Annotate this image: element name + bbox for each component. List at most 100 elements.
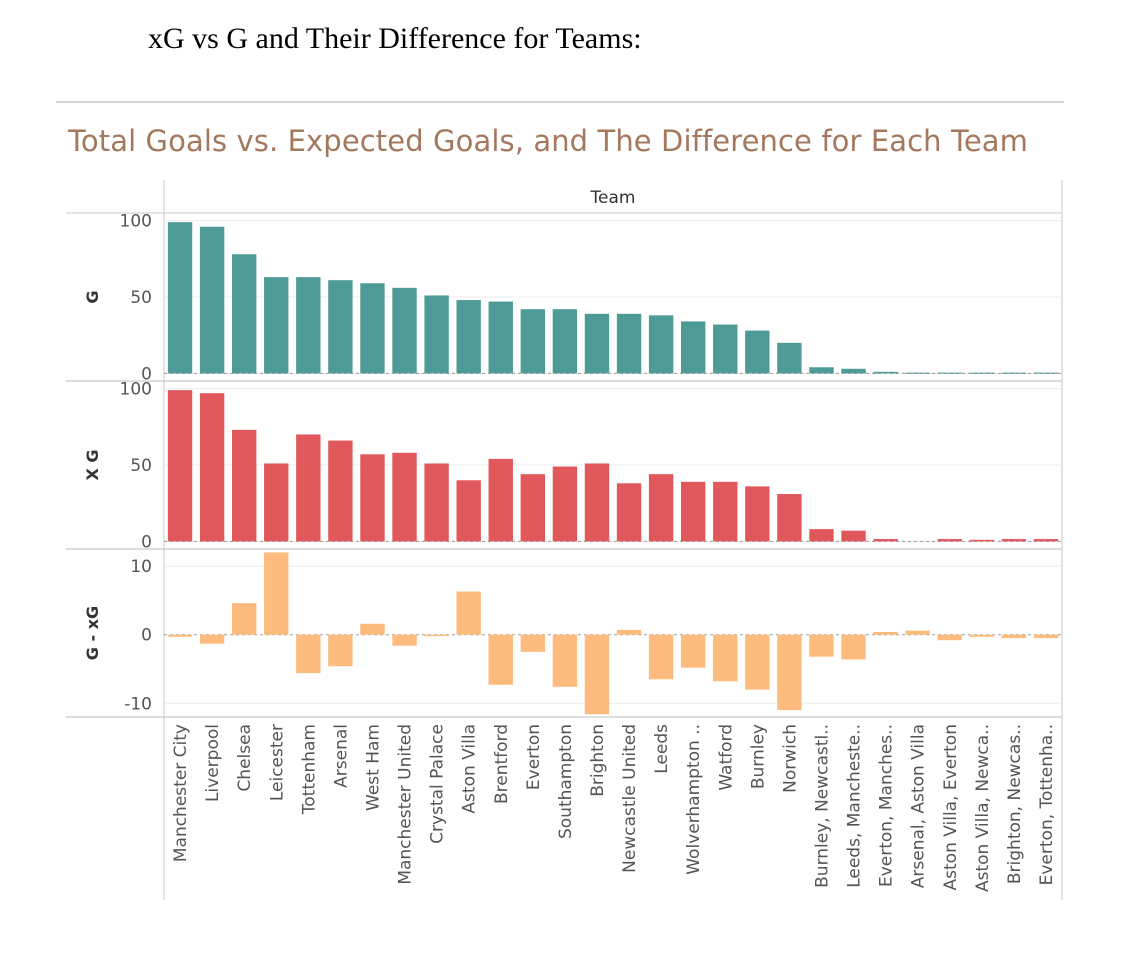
bar (584, 634, 610, 715)
bar (360, 283, 385, 374)
bar (520, 474, 546, 542)
bar (520, 309, 546, 374)
bar (648, 315, 674, 374)
panel-3: -10 0 10 G - xG (66, 552, 1062, 718)
bar (199, 393, 225, 542)
x-axis-labels: Manchester City Liverpool Chelsea Leicester… (171, 724, 1057, 892)
bar (841, 634, 866, 660)
bar (809, 634, 834, 657)
bar (456, 300, 481, 374)
column-header: Team (590, 188, 636, 208)
bar (264, 463, 289, 542)
y-tick-label: 50 (130, 456, 152, 476)
bar (552, 634, 578, 687)
x-tick-label: Wolverhampton .. (684, 724, 704, 875)
x-tick-label: Chelsea (235, 724, 255, 792)
bar (1033, 539, 1059, 542)
bar (456, 480, 481, 542)
bar (360, 623, 385, 635)
x-tick-label: Aston Villa (460, 724, 480, 814)
bar (552, 466, 578, 542)
bar (424, 295, 449, 374)
bar (713, 324, 738, 374)
x-tick-label: Liverpool (203, 724, 223, 802)
y-tick-label: 100 (120, 380, 152, 400)
chart-panels: 0 50 100 G 0 50 100 X G -10 0 10 G - xG (66, 212, 1062, 718)
x-tick-label: Burnley, Newcastl.. (812, 724, 832, 888)
bar (584, 463, 610, 542)
bar (713, 634, 738, 682)
bar (873, 539, 898, 542)
bar (648, 474, 674, 542)
bar (1001, 634, 1027, 639)
bar (841, 368, 866, 374)
bar (969, 539, 995, 542)
divider-line (56, 101, 1064, 103)
bar (648, 634, 674, 680)
bar (1033, 634, 1059, 639)
x-tick-label: Brentford (492, 724, 512, 804)
y-tick-label: 10 (130, 557, 152, 577)
bar (616, 483, 642, 542)
bar (231, 429, 257, 542)
bar (1001, 372, 1027, 374)
bar (969, 372, 995, 374)
x-tick-label: Manchester City (171, 724, 191, 862)
bar (231, 254, 257, 374)
bar (616, 313, 642, 374)
bar (584, 313, 610, 374)
y-tick-label: 50 (130, 288, 152, 308)
bar (231, 603, 257, 635)
y-tick-label: 0 (141, 626, 152, 646)
x-tick-label: Everton, Tottenha.. (1037, 724, 1057, 885)
bar (873, 631, 898, 635)
x-tick-label: Manchester United (396, 724, 416, 885)
bar (841, 530, 866, 542)
x-tick-label: Watford (716, 724, 736, 791)
bar (360, 454, 385, 542)
x-tick-label: Burnley (748, 724, 768, 789)
bar (167, 634, 193, 637)
bar (937, 372, 962, 374)
bar (392, 452, 417, 542)
bar (488, 458, 513, 542)
bar (745, 330, 770, 374)
bar (937, 634, 962, 641)
x-tick-label: Leeds, Mancheste.. (845, 724, 865, 888)
bar (328, 280, 353, 374)
x-tick-label: Aston Villa, Newca.. (973, 724, 993, 892)
bar (264, 277, 289, 374)
x-tick-label: Crystal Palace (428, 724, 448, 844)
y-axis-title: G (83, 290, 102, 303)
y-tick-label: 100 (120, 212, 152, 232)
panel-1: 0 50 100 G (66, 212, 1062, 384)
chart-frame (66, 180, 1063, 900)
bar (873, 371, 898, 374)
bar (456, 591, 481, 635)
bar (809, 529, 834, 542)
bar (680, 481, 706, 542)
bar (745, 634, 770, 690)
panel-2: 0 50 100 X G (66, 380, 1062, 552)
bar (392, 634, 417, 646)
bar (905, 630, 930, 635)
bar (328, 440, 353, 542)
bar (1033, 372, 1059, 374)
bar (264, 552, 289, 635)
y-tick-label: -10 (124, 694, 152, 714)
bar (328, 634, 353, 667)
y-axis-title: X G (83, 449, 102, 480)
bar (167, 390, 193, 542)
x-tick-label: Tottenham (299, 724, 319, 815)
x-tick-label: Everton (524, 724, 544, 790)
bar (392, 287, 417, 374)
x-tick-label: Aston Villa, Everton (941, 724, 961, 890)
x-tick-label: West Ham (363, 724, 383, 811)
bar (296, 277, 321, 374)
y-tick-label: 0 (141, 364, 152, 384)
bar (520, 634, 546, 652)
document-heading: xG vs G and Their Difference for Teams: (148, 22, 642, 55)
bar (199, 634, 225, 644)
bar (777, 494, 802, 542)
